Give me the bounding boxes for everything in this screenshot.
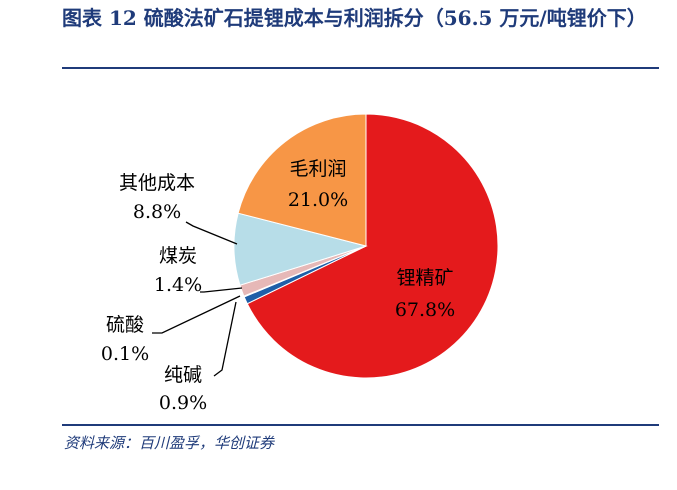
slice-value-label: 1.4% — [154, 274, 202, 296]
leader-line — [185, 221, 238, 245]
leader-line — [200, 287, 243, 293]
slice-name-label: 锂精矿 — [396, 267, 453, 289]
slice-name-label: 纯碱 — [164, 364, 202, 386]
slice-value-label: 0.1% — [101, 343, 149, 365]
slice-value-label: 67.8% — [395, 299, 455, 321]
slice-value-label: 0.9% — [159, 392, 207, 414]
pie-slice-5 — [237, 113, 367, 247]
title-divider — [62, 67, 659, 69]
chart-title: 图表 12 硫酸法矿石提锂成本与利润拆分（56.5 万元/吨锂价下） — [62, 6, 647, 30]
slice-value-label: 21.0% — [288, 189, 348, 211]
leader-line — [152, 295, 241, 334]
slice-name-label: 其他成本 — [119, 172, 195, 194]
pie-slice-0 — [246, 113, 499, 379]
slice-name-label: 毛利润 — [289, 158, 346, 180]
slice-name-label: 硫酸 — [106, 314, 144, 336]
slice-value-label: 8.8% — [133, 201, 181, 223]
source-divider — [62, 424, 659, 426]
source-note: 资料来源：百川盈孚，华创证券 — [64, 434, 275, 452]
slice-name-label: 煤炭 — [159, 245, 197, 267]
leader-line — [213, 301, 237, 377]
